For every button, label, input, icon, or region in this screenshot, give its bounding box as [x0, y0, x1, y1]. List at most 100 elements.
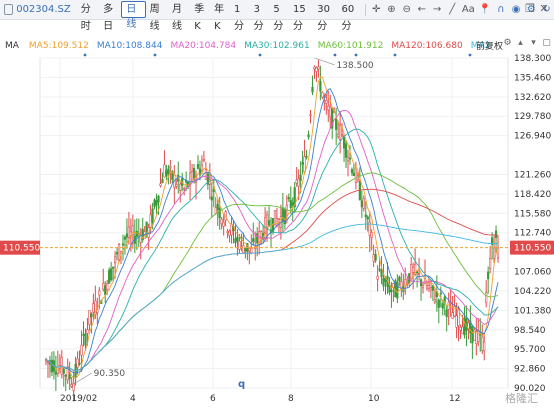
- zoom-out-icon[interactable]: ⊖: [402, 4, 411, 15]
- tab-period-12[interactable]: 60分: [341, 4, 355, 32]
- event-dot: [153, 53, 157, 57]
- candle-body: [256, 233, 259, 244]
- candle-body: [110, 268, 113, 281]
- y-tick-label: 126.940: [514, 132, 551, 142]
- candle-body: [451, 312, 454, 319]
- x-tick-label: 6: [210, 394, 216, 404]
- candle-body: [461, 326, 464, 334]
- candle-body: [307, 134, 310, 138]
- tab-period-6[interactable]: 年K: [214, 4, 225, 32]
- candle-body: [417, 273, 421, 275]
- event-dot: [468, 53, 472, 57]
- candle-body: [252, 238, 255, 243]
- text-tool-icon[interactable]: Aa: [461, 4, 475, 15]
- candle-body: [473, 329, 476, 341]
- candle-body: [190, 171, 194, 181]
- candle-body: [427, 284, 431, 290]
- y-tick-label: 92.860: [514, 365, 546, 375]
- chevron-down-icon[interactable]: ▾: [531, 38, 536, 48]
- candle-body: [455, 315, 458, 328]
- candle-body: [260, 231, 263, 238]
- candle-body: [149, 214, 152, 228]
- candle-body: [183, 188, 186, 190]
- candle-body: [441, 303, 444, 309]
- tab-period-9[interactable]: 5分: [273, 4, 284, 32]
- eye-icon[interactable]: ◉: [511, 4, 521, 15]
- candle-body: [489, 257, 492, 269]
- candle-body: [352, 172, 356, 177]
- candle-body: [196, 164, 200, 169]
- refresh-icon[interactable]: ↻: [542, 4, 551, 15]
- crosshair-icon[interactable]: ✛: [372, 4, 381, 15]
- candle-body: [165, 170, 168, 177]
- candle-body: [145, 221, 148, 232]
- candle-body: [457, 309, 460, 327]
- adjustment-mode[interactable]: 前复权: [476, 42, 504, 52]
- candle-body: [348, 157, 352, 160]
- candle-body: [364, 214, 367, 218]
- zoom-in-icon[interactable]: ⊕: [387, 4, 396, 15]
- ma-item-ma30: MA30:102.961: [244, 40, 310, 51]
- candle-body: [425, 285, 429, 289]
- y-tick-label: 118.420: [514, 190, 551, 200]
- event-dot: [333, 53, 337, 57]
- tab-period-8[interactable]: 3分: [253, 4, 264, 32]
- chevron-up-icon[interactable]: ▴: [518, 38, 523, 48]
- draw-line-icon[interactable]: ╱: [449, 4, 456, 15]
- ma-tools: ⚙ ▴ ▾ ▢: [500, 38, 552, 49]
- candle-body: [123, 236, 127, 240]
- candle-body: [112, 266, 115, 269]
- candle-body: [206, 173, 209, 185]
- gear-icon[interactable]: ⚙: [503, 38, 512, 48]
- candle-body: [238, 240, 241, 250]
- period-toolbar: 002304.SZ 分时 多日 日线 周线 月线 季K 年K 1分 3分 5分 15分 30分 60分 …: [0, 0, 554, 32]
- candle-body: [415, 271, 419, 274]
- candle-body: [471, 325, 474, 344]
- settings-icon[interactable]: ⚙: [526, 4, 536, 15]
- ma-line-ma20: [45, 109, 499, 372]
- candle-body: [267, 220, 271, 226]
- candle-body: [293, 187, 296, 208]
- candle-body: [222, 221, 225, 227]
- magnet-icon[interactable]: ∩: [497, 4, 505, 15]
- tab-period-0[interactable]: 分时: [80, 4, 91, 32]
- event-marker: q: [238, 379, 245, 390]
- candle-body: [339, 124, 342, 140]
- tab-period-1[interactable]: 多日: [103, 4, 114, 32]
- tab-period-7[interactable]: 1分: [233, 4, 244, 32]
- maximize-icon[interactable]: ▢: [542, 38, 551, 48]
- candle-body: [226, 231, 229, 233]
- candle-body: [242, 245, 245, 254]
- candle-body: [459, 326, 462, 331]
- stock-icon[interactable]: [4, 4, 14, 15]
- tab-period-3[interactable]: 周线: [149, 4, 160, 32]
- ma-label[interactable]: MA: [5, 40, 19, 51]
- candle-body: [281, 207, 284, 222]
- candle-body: [344, 143, 348, 158]
- tab-period-2[interactable]: 日线: [121, 1, 146, 30]
- y-tick-label: 95.700: [514, 345, 546, 355]
- tab-period-5[interactable]: 季K: [194, 4, 205, 32]
- candle-body: [433, 299, 436, 303]
- y-tick-label: 115.580: [514, 209, 551, 219]
- candle-body: [275, 218, 279, 226]
- candle-body: [463, 317, 466, 336]
- tab-period-10[interactable]: 15分: [293, 4, 306, 32]
- candle-body: [483, 341, 486, 352]
- candle-body: [265, 214, 269, 230]
- close-icon[interactable]: ✕: [539, 2, 549, 15]
- candle-body: [167, 168, 170, 174]
- pin-icon[interactable]: 📍: [478, 4, 492, 15]
- candle-body: [98, 290, 101, 296]
- candle-body: [437, 299, 440, 308]
- tab-period-4[interactable]: 月线: [171, 4, 182, 32]
- restore-icon[interactable]: ❐: [525, 2, 535, 15]
- stock-symbol[interactable]: 002304.SZ: [16, 4, 71, 15]
- candle-body: [378, 268, 381, 271]
- ma-lines: [45, 76, 499, 379]
- tab-period-11[interactable]: 30分: [317, 4, 331, 32]
- arrow-right-icon[interactable]: →: [432, 4, 442, 15]
- arrow-left-icon[interactable]: ←: [417, 4, 427, 15]
- candle-body: [198, 168, 202, 176]
